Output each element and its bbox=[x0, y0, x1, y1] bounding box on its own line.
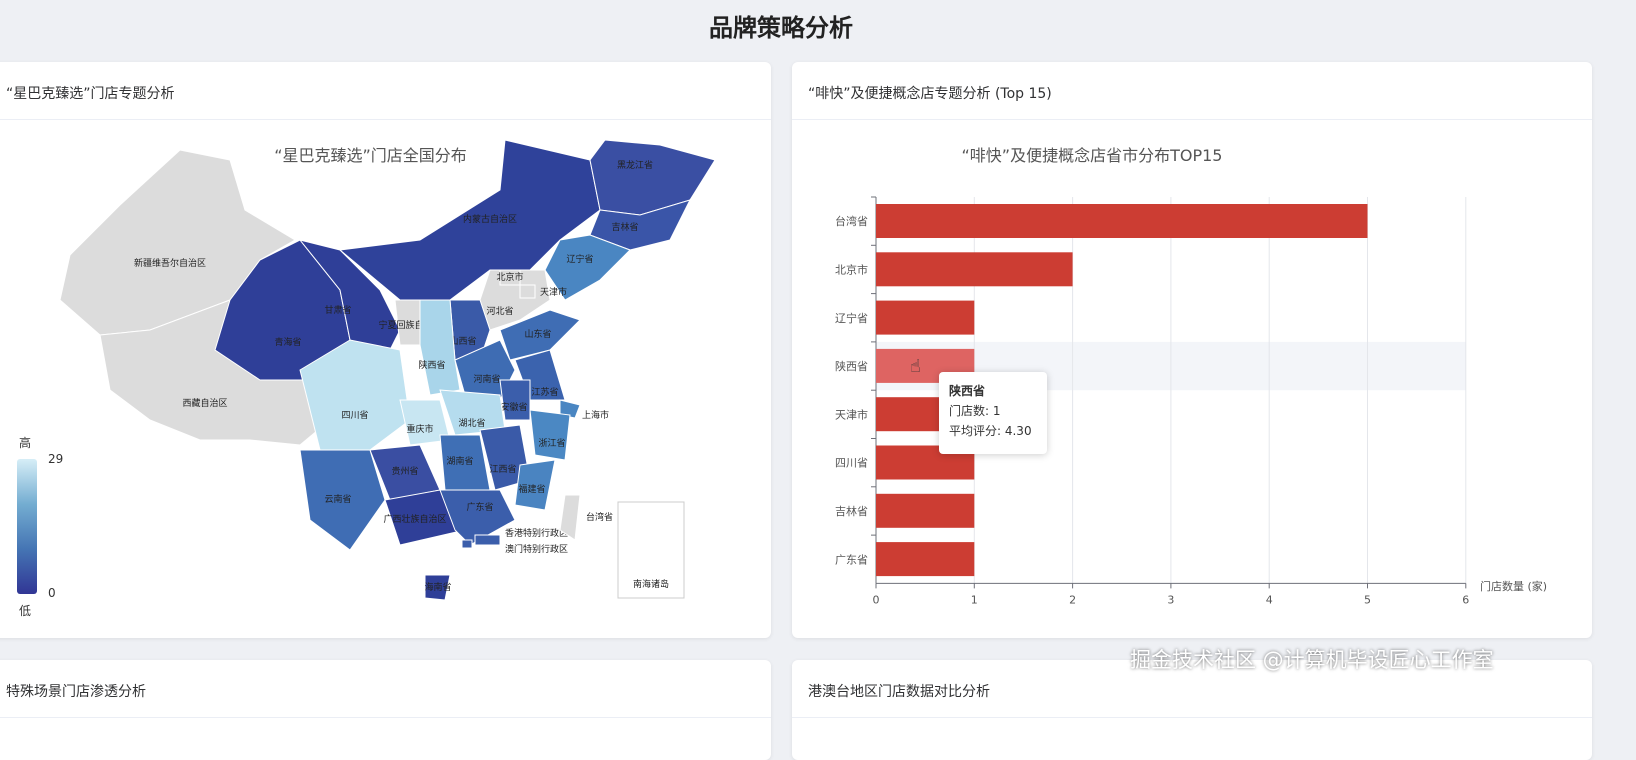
region-label: 甘肃省 bbox=[324, 304, 351, 316]
region-label: 香港特别行政区 bbox=[505, 527, 568, 539]
x-tick-label: 3 bbox=[1167, 593, 1174, 606]
region-label: 陕西省 bbox=[418, 359, 445, 371]
y-tick-label: 辽宁省 bbox=[835, 311, 868, 325]
bar-吉林省[interactable] bbox=[876, 493, 975, 528]
region-甘肃省[interactable] bbox=[298, 239, 401, 361]
visual-map-bar[interactable] bbox=[17, 459, 37, 594]
tooltip-avg-rating: 平均评分: 4.30 bbox=[949, 424, 1032, 438]
region-黑龙江省[interactable] bbox=[589, 139, 716, 216]
bar-北京市[interactable] bbox=[876, 252, 1073, 287]
region-label: 南海诸岛 bbox=[633, 578, 669, 590]
visual-map-min: 0 bbox=[48, 586, 56, 600]
region-新疆维吾尔自治区[interactable] bbox=[59, 149, 296, 336]
x-tick-label: 4 bbox=[1266, 593, 1273, 606]
region-label: 吉林省 bbox=[611, 221, 638, 233]
tooltip-title: 陕西省 bbox=[949, 384, 986, 398]
map-card: “星巴克臻选”门店专题分析 “星巴克臻选”门店全国分布 新疆维吾尔自治区西藏自治… bbox=[0, 62, 771, 638]
x-tick-label: 2 bbox=[1069, 593, 1076, 606]
region-label: 内蒙古自治区 bbox=[463, 213, 517, 225]
region-上海市[interactable] bbox=[559, 399, 581, 419]
region-label: 上海市 bbox=[582, 409, 609, 421]
bottom-right-card: 港澳台地区门店数据对比分析 bbox=[792, 660, 1592, 760]
region-云南省[interactable] bbox=[299, 449, 386, 551]
x-tick-label: 5 bbox=[1364, 593, 1371, 606]
region-山东省[interactable] bbox=[499, 309, 581, 361]
bar-广东省[interactable] bbox=[876, 542, 975, 577]
hand-cursor-icon: ☝ bbox=[910, 356, 921, 377]
region-label: 澳门特别行政区 bbox=[505, 543, 568, 555]
y-tick-label: 北京市 bbox=[835, 262, 868, 276]
region-label: 福建省 bbox=[518, 483, 545, 495]
y-tick-label: 广东省 bbox=[835, 553, 868, 566]
bar-辽宁省[interactable] bbox=[876, 300, 975, 335]
bar-台湾省[interactable] bbox=[876, 204, 1368, 238]
region-安徽省[interactable] bbox=[499, 379, 531, 421]
region-label: 黑龙江省 bbox=[617, 159, 653, 171]
tooltip-store-count: 门店数: 1 bbox=[949, 404, 1001, 418]
region-label: 贵州省 bbox=[391, 465, 418, 477]
visual-map-max: 29 bbox=[48, 452, 64, 466]
region-label: 台湾省 bbox=[586, 511, 613, 523]
region-label: 四川省 bbox=[341, 409, 368, 421]
bar-card-header: “啡快”及便捷概念店专题分析 (Top 15) bbox=[792, 62, 1592, 120]
tooltip: 陕西省 门店数: 1 平均评分: 4.30 bbox=[939, 372, 1047, 454]
region-天津市[interactable] bbox=[519, 284, 536, 299]
region-label: 辽宁省 bbox=[566, 253, 593, 265]
region-label: 山西省 bbox=[449, 335, 476, 347]
region-label: 山东省 bbox=[524, 328, 551, 340]
map-title: “星巴克臻选”门店全国分布 bbox=[274, 146, 467, 165]
region-陕西省[interactable] bbox=[419, 299, 461, 396]
region-label: 湖南省 bbox=[446, 455, 473, 467]
region-台湾省[interactable] bbox=[559, 494, 581, 541]
region-label: 广西壮族自治区 bbox=[383, 513, 446, 525]
region-label: 新疆维吾尔自治区 bbox=[134, 257, 206, 269]
region-label: 北京市 bbox=[496, 271, 523, 283]
y-tick-label: 台湾省 bbox=[835, 214, 868, 228]
region-label: 江苏省 bbox=[531, 386, 558, 398]
y-tick-label: 天津市 bbox=[835, 407, 868, 421]
y-tick-label: 吉林省 bbox=[835, 504, 868, 518]
region-label: 河南省 bbox=[473, 373, 500, 385]
region-广东省[interactable] bbox=[439, 489, 516, 546]
region-label: 广东省 bbox=[466, 501, 493, 513]
south-sea-inset bbox=[617, 501, 685, 599]
region-西藏自治区[interactable] bbox=[99, 299, 331, 446]
region-香港特别行政区[interactable] bbox=[474, 534, 501, 546]
region-label: 浙江省 bbox=[538, 437, 565, 449]
region-label: 湖北省 bbox=[458, 417, 485, 429]
y-tick-label: 四川省 bbox=[835, 457, 868, 470]
watermark: 掘金技术社区 @计算机毕设匠心工作室 bbox=[1130, 648, 1494, 672]
region-label: 江西省 bbox=[489, 463, 516, 475]
region-label: 西藏自治区 bbox=[182, 397, 227, 409]
region-label: 河北省 bbox=[486, 305, 513, 317]
y-tick-label: 陕西省 bbox=[835, 359, 868, 373]
region-label: 云南省 bbox=[324, 493, 351, 505]
region-label: 重庆市 bbox=[406, 423, 433, 435]
x-tick-label: 1 bbox=[971, 593, 978, 606]
region-label: 青海省 bbox=[274, 336, 301, 348]
bottom-right-header: 港澳台地区门店数据对比分析 bbox=[792, 660, 1592, 718]
x-tick-label: 0 bbox=[873, 593, 880, 606]
bar-card: “啡快”及便捷概念店专题分析 (Top 15) “啡快”及便捷概念店省市分布TO… bbox=[792, 62, 1592, 638]
bottom-left-header: 特殊场景门店渗透分析 bbox=[0, 660, 771, 718]
region-浙江省[interactable] bbox=[529, 409, 571, 461]
visual-map-low-label: 低 bbox=[19, 604, 32, 618]
region-海南省[interactable] bbox=[424, 574, 451, 601]
visual-map-high-label: 高 bbox=[19, 436, 32, 450]
region-label: 海南省 bbox=[424, 581, 451, 593]
region-澳门特别行政区[interactable] bbox=[461, 539, 473, 549]
region-福建省[interactable] bbox=[514, 459, 556, 511]
region-label: 天津市 bbox=[540, 286, 567, 298]
map-card-header: “星巴克臻选”门店专题分析 bbox=[0, 62, 771, 120]
page-title: 品牌策略分析 bbox=[709, 14, 853, 42]
bottom-left-card: 特殊场景门店渗透分析 bbox=[0, 660, 771, 760]
x-axis-name: 门店数量 (家) bbox=[1480, 580, 1548, 593]
bar-chart-title: “啡快”及便捷概念店省市分布TOP15 bbox=[961, 146, 1223, 165]
x-tick-label: 6 bbox=[1462, 593, 1469, 606]
region-label: 安徽省 bbox=[500, 401, 527, 413]
